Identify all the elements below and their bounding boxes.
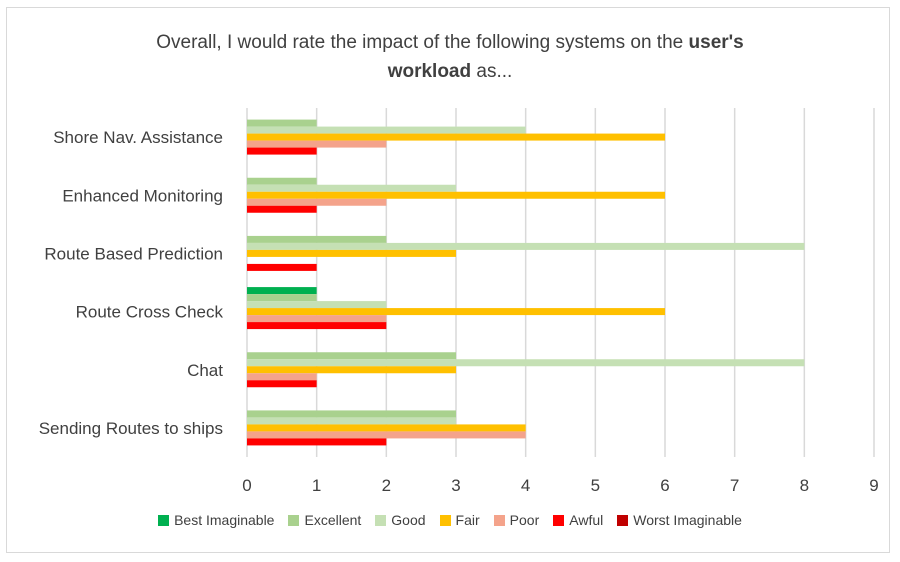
chart-title-line2-rest: as... [471,61,513,82]
x-tick-label: 2 [382,476,391,495]
x-tick-label: 1 [312,476,321,495]
legend-swatch [375,514,387,526]
legend-swatch [439,514,451,526]
bar-3-4 [247,315,387,323]
chart-title-line2-bold: workload [387,61,472,82]
bar-3-1 [247,294,317,302]
x-tick-label: 5 [591,476,600,495]
bar-3-3 [247,308,665,316]
legend-item: Awful [553,512,603,528]
legend-item: Poor [493,512,540,528]
x-tick-labels: 0 1 2 3 4 5 6 7 8 9 [242,476,878,495]
legend-item: Best Imaginable [158,512,274,528]
gridlines [246,108,875,457]
legend-item: Excellent [288,512,361,528]
chart-frame [6,7,890,553]
x-tick-label: 3 [451,476,460,495]
bars [247,119,805,446]
chart-title-part1: Overall, I would rate the impact of the … [156,32,689,53]
legend-label: Best Imaginable [174,512,275,528]
bar-5-1 [247,410,456,418]
bar-4-3 [247,366,456,374]
legend-item: Good [375,512,426,528]
category-label: Enhanced Monitoring [62,186,223,205]
category-label: Shore Nav. Assistance [53,128,223,147]
x-tick-label: 9 [869,476,878,495]
chart-title-bold1: user's [688,32,744,53]
bar-5-4 [247,431,526,439]
x-tick-label: 7 [730,476,739,495]
legend-swatch [158,514,170,526]
legend-swatch [288,514,300,526]
bar-1-3 [247,191,665,199]
category-label: Route Cross Check [76,303,224,322]
chart-title: Overall, I would rate the impact of the … [0,28,900,86]
legend: Best Imaginable Excellent Good Fair Poor Awfu… [0,512,900,528]
bar-3-0 [247,287,317,295]
legend-label: Poor [509,512,540,528]
legend-label: Fair [455,512,480,528]
category-labels: Shore Nav. Assistance Enhanced Monitoring… [39,128,224,438]
bar-1-2 [247,184,456,192]
bar-4-2 [247,359,805,367]
bar-2-5 [247,263,317,271]
category-label: Chat [187,361,223,380]
bar-5-2 [247,417,456,425]
bar-3-5 [247,322,387,330]
bar-5-5 [247,438,387,446]
legend-label: Awful [569,512,604,528]
bar-2-2 [247,242,805,250]
bar-2-1 [247,235,387,243]
x-tick-label: 4 [521,476,530,495]
bar-2-3 [247,249,456,257]
category-label: Sending Routes to ships [39,419,223,438]
legend-swatch [553,514,565,526]
bar-0-2 [247,126,526,134]
bar-4-1 [247,352,456,360]
x-tick-label: 6 [660,476,669,495]
category-label: Route Based Prediction [44,244,223,263]
legend-label: Good [391,512,426,528]
bar-5-3 [247,424,526,432]
bar-0-5 [247,147,317,155]
bar-3-2 [247,301,387,309]
bar-1-5 [247,205,317,213]
legend-item: Worst Imaginable [617,512,742,528]
bar-1-4 [247,198,387,206]
bar-0-3 [247,133,665,141]
x-tick-label: 0 [242,476,251,495]
legend-swatch [493,514,505,526]
bar-0-4 [247,140,387,148]
legend-swatch [617,514,629,526]
bar-0-1 [247,119,317,127]
bar-4-4 [247,373,317,381]
legend-label: Worst Imaginable [633,512,742,528]
bar-1-1 [247,177,317,185]
bar-4-5 [247,380,317,388]
x-tick-label: 8 [800,476,809,495]
legend-item: Fair [439,512,480,528]
legend-label: Excellent [304,512,362,528]
